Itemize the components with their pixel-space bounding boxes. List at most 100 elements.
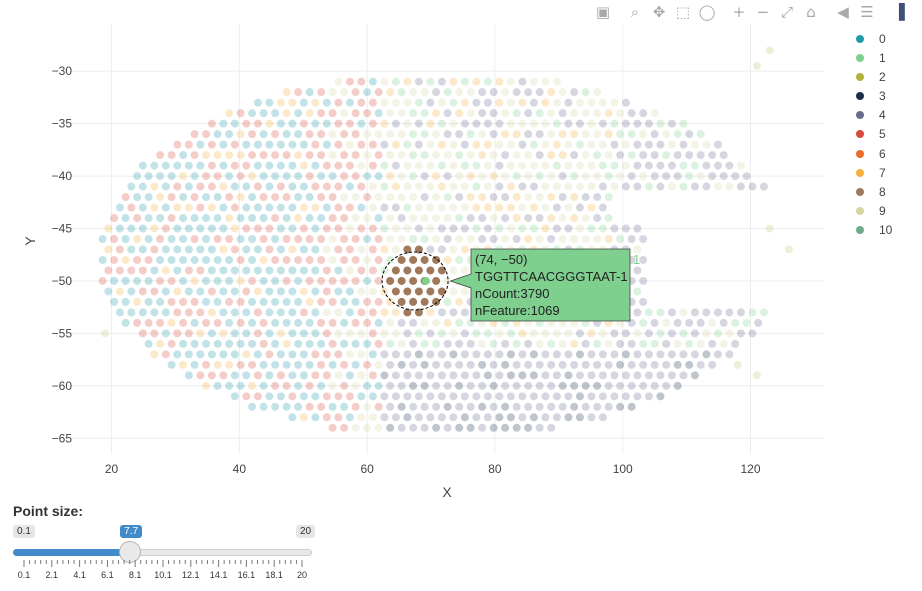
spot-marker[interactable] bbox=[558, 402, 567, 411]
spot-marker[interactable] bbox=[748, 182, 757, 191]
spot-marker[interactable] bbox=[207, 182, 216, 191]
spot-marker[interactable] bbox=[662, 318, 671, 327]
spot-marker[interactable] bbox=[317, 339, 326, 348]
spot-marker[interactable] bbox=[478, 381, 487, 390]
spot-marker[interactable] bbox=[386, 360, 395, 369]
spot-marker[interactable] bbox=[610, 98, 619, 107]
spot-marker[interactable] bbox=[426, 266, 435, 275]
spot-marker[interactable] bbox=[334, 203, 343, 212]
spot-marker[interactable] bbox=[512, 339, 521, 348]
spot-marker[interactable] bbox=[144, 172, 153, 181]
spot-marker[interactable] bbox=[202, 172, 211, 181]
spot-marker[interactable] bbox=[334, 413, 343, 422]
spot-marker[interactable] bbox=[386, 255, 395, 264]
spot-marker[interactable] bbox=[409, 109, 418, 118]
spot-marker[interactable] bbox=[483, 140, 492, 149]
spot-marker[interactable] bbox=[138, 182, 147, 191]
spot-marker[interactable] bbox=[564, 371, 573, 380]
spot-marker[interactable] bbox=[524, 109, 533, 118]
spot-marker[interactable] bbox=[535, 130, 544, 139]
spot-marker[interactable] bbox=[662, 339, 671, 348]
spot-marker[interactable] bbox=[627, 360, 636, 369]
spot-marker[interactable] bbox=[242, 350, 251, 359]
spot-marker[interactable] bbox=[190, 235, 199, 243]
spot-marker[interactable] bbox=[305, 381, 314, 390]
spot-marker[interactable] bbox=[253, 350, 262, 359]
spot-marker[interactable] bbox=[190, 360, 199, 369]
spot-marker[interactable] bbox=[616, 109, 625, 118]
spot-marker[interactable] bbox=[575, 350, 584, 359]
spot-marker[interactable] bbox=[432, 109, 441, 118]
spot-marker[interactable] bbox=[483, 161, 492, 170]
spot-marker[interactable] bbox=[604, 402, 613, 411]
spot-marker[interactable] bbox=[334, 329, 343, 338]
spot-marker[interactable] bbox=[460, 371, 469, 380]
spot-marker[interactable] bbox=[552, 98, 561, 107]
spot-marker[interactable] bbox=[391, 245, 400, 254]
spot-marker[interactable] bbox=[271, 214, 280, 223]
spot-marker[interactable] bbox=[184, 329, 193, 338]
spot-marker[interactable] bbox=[374, 130, 383, 139]
spot-marker[interactable] bbox=[426, 77, 435, 86]
spot-marker[interactable] bbox=[357, 266, 366, 275]
spot-marker[interactable] bbox=[271, 297, 280, 306]
spot-marker[interactable] bbox=[524, 381, 533, 390]
spot-marker[interactable] bbox=[276, 224, 285, 233]
spot-marker[interactable] bbox=[426, 245, 435, 254]
spot-marker[interactable] bbox=[558, 339, 567, 348]
spot-marker[interactable] bbox=[294, 109, 303, 118]
spot-marker[interactable] bbox=[713, 350, 722, 359]
spot-marker[interactable] bbox=[248, 318, 257, 327]
spot-marker[interactable] bbox=[420, 423, 429, 432]
spot-marker[interactable] bbox=[472, 224, 481, 233]
spot-marker[interactable] bbox=[196, 140, 205, 149]
spot-marker[interactable] bbox=[639, 172, 648, 181]
spot-marker[interactable] bbox=[184, 140, 193, 149]
spot-marker[interactable] bbox=[518, 182, 527, 191]
spot-marker[interactable] bbox=[633, 308, 642, 317]
spot-marker[interactable] bbox=[368, 371, 377, 380]
spot-marker[interactable] bbox=[397, 193, 406, 202]
spot-marker[interactable] bbox=[311, 371, 320, 380]
spot-marker[interactable] bbox=[466, 172, 475, 181]
spot-marker[interactable] bbox=[259, 130, 268, 139]
spot-marker[interactable] bbox=[288, 413, 297, 422]
spot-marker[interactable] bbox=[334, 140, 343, 149]
spot-marker[interactable] bbox=[386, 109, 395, 118]
spot-marker[interactable] bbox=[259, 235, 268, 243]
spot-marker[interactable] bbox=[420, 109, 429, 118]
spot-marker[interactable] bbox=[621, 182, 630, 191]
spot-marker[interactable] bbox=[340, 130, 349, 139]
spot-marker[interactable] bbox=[437, 98, 446, 107]
spot-marker[interactable] bbox=[328, 276, 337, 285]
spot-marker[interactable] bbox=[673, 360, 682, 369]
spot-marker[interactable] bbox=[627, 151, 636, 160]
spot-marker[interactable] bbox=[495, 329, 504, 338]
spot-marker[interactable] bbox=[259, 214, 268, 223]
spot-marker[interactable] bbox=[403, 392, 412, 401]
spot-marker[interactable] bbox=[271, 235, 280, 243]
spot-marker[interactable] bbox=[644, 371, 653, 380]
spot-marker[interactable] bbox=[374, 235, 383, 243]
spot-marker[interactable] bbox=[725, 308, 734, 317]
spot-marker[interactable] bbox=[575, 371, 584, 380]
spot-marker[interactable] bbox=[426, 161, 435, 170]
spot-marker[interactable] bbox=[345, 182, 354, 191]
spot-marker[interactable] bbox=[604, 172, 613, 181]
spot-marker[interactable] bbox=[110, 297, 119, 306]
spot-marker[interactable] bbox=[317, 88, 326, 97]
spot-marker[interactable] bbox=[449, 245, 458, 254]
spot-marker[interactable] bbox=[593, 214, 602, 223]
spot-marker[interactable] bbox=[386, 297, 395, 306]
spot-marker[interactable] bbox=[259, 172, 268, 181]
spot-marker[interactable] bbox=[409, 88, 418, 97]
spot-marker[interactable] bbox=[184, 182, 193, 191]
spot-marker[interactable] bbox=[639, 109, 648, 118]
spot-marker[interactable] bbox=[179, 235, 188, 243]
spot-marker[interactable] bbox=[173, 308, 182, 317]
spot-marker[interactable] bbox=[156, 276, 165, 285]
spot-marker[interactable] bbox=[271, 339, 280, 348]
spot-marker[interactable] bbox=[391, 98, 400, 107]
spot-marker[interactable] bbox=[265, 392, 274, 401]
spot-marker[interactable] bbox=[380, 182, 389, 191]
